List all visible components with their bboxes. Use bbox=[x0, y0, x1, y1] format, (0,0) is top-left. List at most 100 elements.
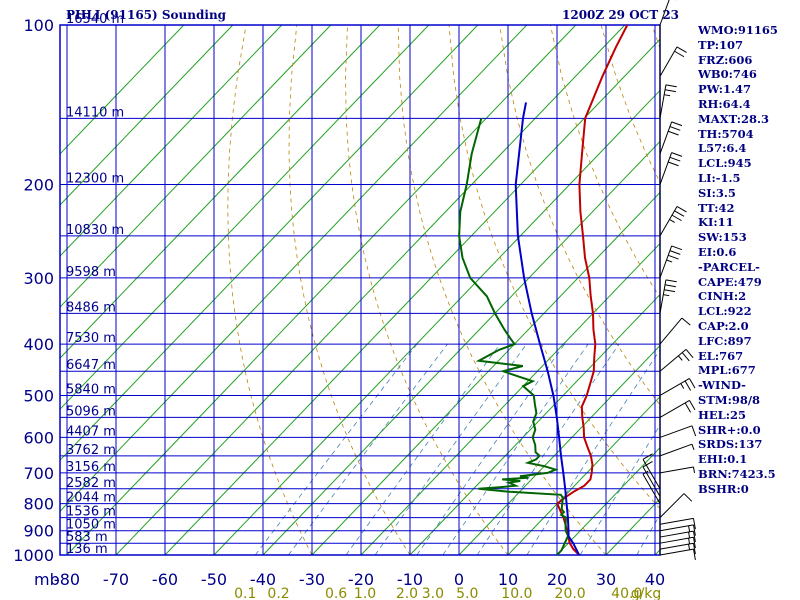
x-tick-label: -50 bbox=[201, 570, 227, 589]
wind-barb bbox=[659, 542, 696, 555]
y-tick-label: 100 bbox=[23, 16, 54, 35]
wind-barb bbox=[659, 348, 694, 372]
index-item: KI:11 bbox=[698, 215, 734, 230]
height-label: 7530 m bbox=[66, 331, 116, 346]
mixing-ratio-label: 20.0 bbox=[555, 586, 586, 600]
index-item: EL:767 bbox=[698, 348, 744, 363]
index-item: TH:5704 bbox=[698, 126, 754, 141]
index-item: -PARCEL- bbox=[698, 259, 760, 274]
x-tick-label: -80 bbox=[54, 570, 80, 589]
height-label: 6647 m bbox=[66, 358, 116, 373]
index-item: SHR+:0.0 bbox=[698, 422, 761, 437]
wind-barbs bbox=[642, 0, 697, 561]
mixing-ratio-label: 10.0 bbox=[501, 586, 532, 600]
index-item: STM:98/8 bbox=[698, 392, 761, 407]
mixing-ratio-unit: g/kg bbox=[631, 586, 662, 600]
index-item: LI:-1.5 bbox=[698, 170, 741, 185]
y-axis-unit: mb bbox=[34, 570, 60, 589]
index-item: SRDS:137 bbox=[698, 437, 763, 452]
height-label: 16540 m bbox=[66, 12, 124, 27]
wind-barb bbox=[659, 46, 687, 77]
index-item: BRN:7423.5 bbox=[698, 466, 776, 481]
mixing-ratio-line bbox=[374, 343, 527, 555]
index-item: PW:1.47 bbox=[698, 82, 752, 97]
isotherm-line bbox=[60, 25, 185, 155]
wind-barb bbox=[659, 536, 696, 549]
index-item: L57:6.4 bbox=[698, 141, 747, 156]
index-panel: WMO:91165 TP:107 FRZ:606 WB0:746 PW:1.47 RH:6… bbox=[698, 23, 778, 497]
height-label: 4407 m bbox=[66, 424, 116, 439]
wind-barb bbox=[659, 206, 687, 237]
height-label: 136 m bbox=[66, 542, 108, 557]
index-item: EHI:0.1 bbox=[698, 452, 748, 467]
x-tick-label: 30 bbox=[596, 570, 616, 589]
temperature-trace bbox=[556, 25, 629, 555]
x-tick-label: 0 bbox=[454, 570, 464, 589]
x-tick-label: -40 bbox=[250, 570, 276, 589]
wind-barb bbox=[659, 443, 695, 457]
wind-barb bbox=[659, 548, 696, 561]
isotherm-line bbox=[164, 38, 660, 555]
sounding-time: 1200Z 29 OCT 23 bbox=[562, 8, 680, 22]
y-tick-label: 900 bbox=[23, 522, 54, 541]
height-label: 2582 m bbox=[66, 476, 116, 491]
isotherm-line bbox=[66, 25, 577, 555]
index-item: CINH:2 bbox=[698, 289, 747, 304]
index-item: LCL:945 bbox=[698, 156, 752, 171]
wind-barb bbox=[659, 425, 697, 438]
index-item: LFC:897 bbox=[698, 333, 752, 348]
height-label: 1536 m bbox=[66, 505, 116, 520]
index-item: RH:64.4 bbox=[698, 96, 751, 111]
y-tick-label: 700 bbox=[23, 464, 54, 483]
x-tick-label: -20 bbox=[348, 570, 374, 589]
mixing-ratio-lines bbox=[254, 343, 660, 555]
index-item: SI:3.5 bbox=[698, 185, 736, 200]
plot-border bbox=[59, 24, 661, 556]
x-tick-label: 20 bbox=[547, 570, 567, 589]
isotherm-line bbox=[213, 89, 660, 555]
wind-barb bbox=[642, 460, 661, 497]
isotherm-line bbox=[60, 25, 234, 206]
station-title: PHLI (91165) Sounding bbox=[66, 8, 227, 22]
isotherm-line bbox=[262, 140, 660, 555]
isotherm-line bbox=[556, 446, 660, 555]
height-label: 12300 m bbox=[66, 172, 124, 187]
x-tick-label: -60 bbox=[152, 570, 178, 589]
x-tick-label: -10 bbox=[397, 570, 423, 589]
dry-adiabat-line bbox=[227, 25, 313, 555]
mixing-ratio-label: 0.1 bbox=[234, 586, 256, 600]
y-tick-label: 600 bbox=[23, 428, 54, 447]
wind-barb bbox=[659, 524, 696, 536]
wind-barb bbox=[659, 0, 676, 26]
wind-barb bbox=[659, 152, 683, 185]
dry-adiabat-line bbox=[397, 25, 607, 555]
height-label: 9598 m bbox=[66, 265, 116, 280]
mixing-ratio-line bbox=[254, 343, 418, 555]
wind-barb bbox=[659, 317, 691, 345]
index-item: SW:153 bbox=[698, 230, 747, 245]
mixing-ratio-label: 40.0 bbox=[611, 586, 642, 600]
isotherm-line bbox=[409, 293, 660, 555]
x-tick-label: -30 bbox=[299, 570, 325, 589]
mixing-ratio-line bbox=[416, 343, 565, 555]
index-item: TT:42 bbox=[698, 200, 735, 215]
wind-barb bbox=[659, 517, 696, 530]
wind-barb bbox=[659, 245, 683, 279]
isotherm-line bbox=[60, 25, 528, 512]
isotherm-line bbox=[360, 242, 660, 555]
index-item: EI:0.6 bbox=[698, 244, 737, 259]
index-item: HEL:25 bbox=[698, 407, 746, 422]
index-item: MAXT:28.3 bbox=[698, 111, 769, 126]
height-label: 583 m bbox=[66, 530, 108, 545]
height-label: 10830 m bbox=[66, 223, 124, 238]
height-label: 8486 m bbox=[66, 300, 116, 315]
y-tick-label: 300 bbox=[23, 269, 54, 288]
parcel-trace bbox=[514, 102, 580, 555]
x-tick-label: 10 bbox=[498, 570, 518, 589]
height-label: 14110 m bbox=[66, 105, 124, 120]
index-item: LCL:922 bbox=[698, 304, 752, 319]
height-label: 5840 m bbox=[66, 382, 116, 397]
index-item: MPL:677 bbox=[698, 363, 756, 378]
mixing-ratio-label: 0.6 bbox=[325, 586, 347, 600]
